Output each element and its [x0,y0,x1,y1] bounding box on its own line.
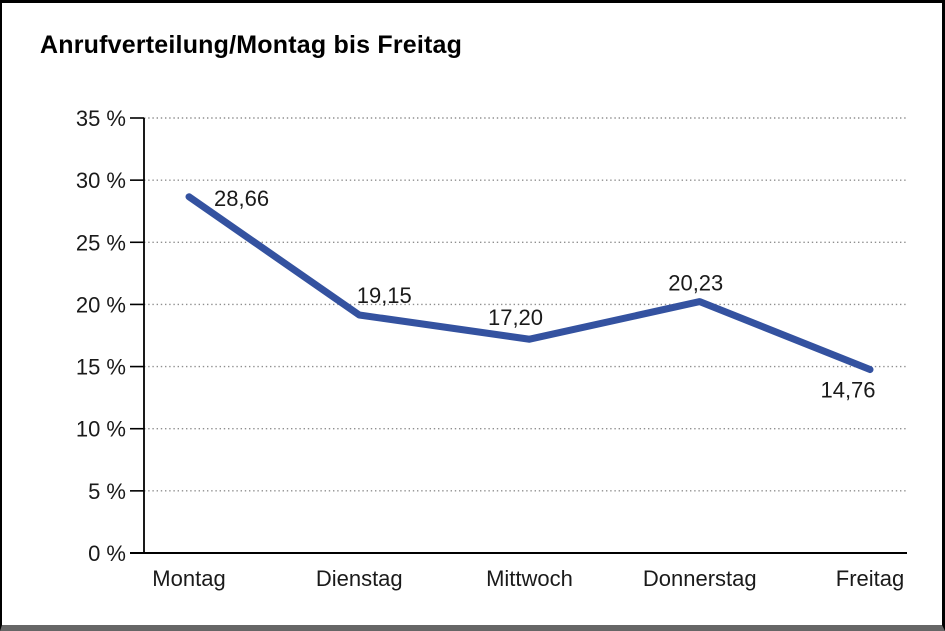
chart-title: Anrufverteilung/Montag bis Freitag [40,31,463,59]
data-value-label: 28,66 [214,186,269,211]
y-tick-label: 25 % [76,230,126,255]
data-value-label: 17,20 [488,305,543,330]
data-value-label: 20,23 [668,271,723,296]
data-value-label: 14,76 [820,378,875,403]
x-category-label: Dienstag [316,566,403,591]
y-tick-label: 35 % [76,106,126,131]
y-tick-label: 15 % [76,355,126,380]
y-tick-label: 10 % [76,417,126,442]
data-line [185,193,874,374]
y-tick-label: 5 % [88,479,126,504]
x-category-label: Donnerstag [643,566,757,591]
chart-canvas: 0 % 5 % 10 % 15 % 20 % 25 % 30 % 35 % Montag Dien… [76,106,907,591]
x-category-label: Freitag [836,566,904,591]
y-tick-label: 0 % [88,541,126,566]
x-category-label: Mittwoch [486,566,573,591]
x-category-label: Montag [152,566,225,591]
y-tick-label: 20 % [76,292,126,317]
data-value-label: 19,15 [357,283,412,308]
y-tick-label: 30 % [76,168,126,193]
